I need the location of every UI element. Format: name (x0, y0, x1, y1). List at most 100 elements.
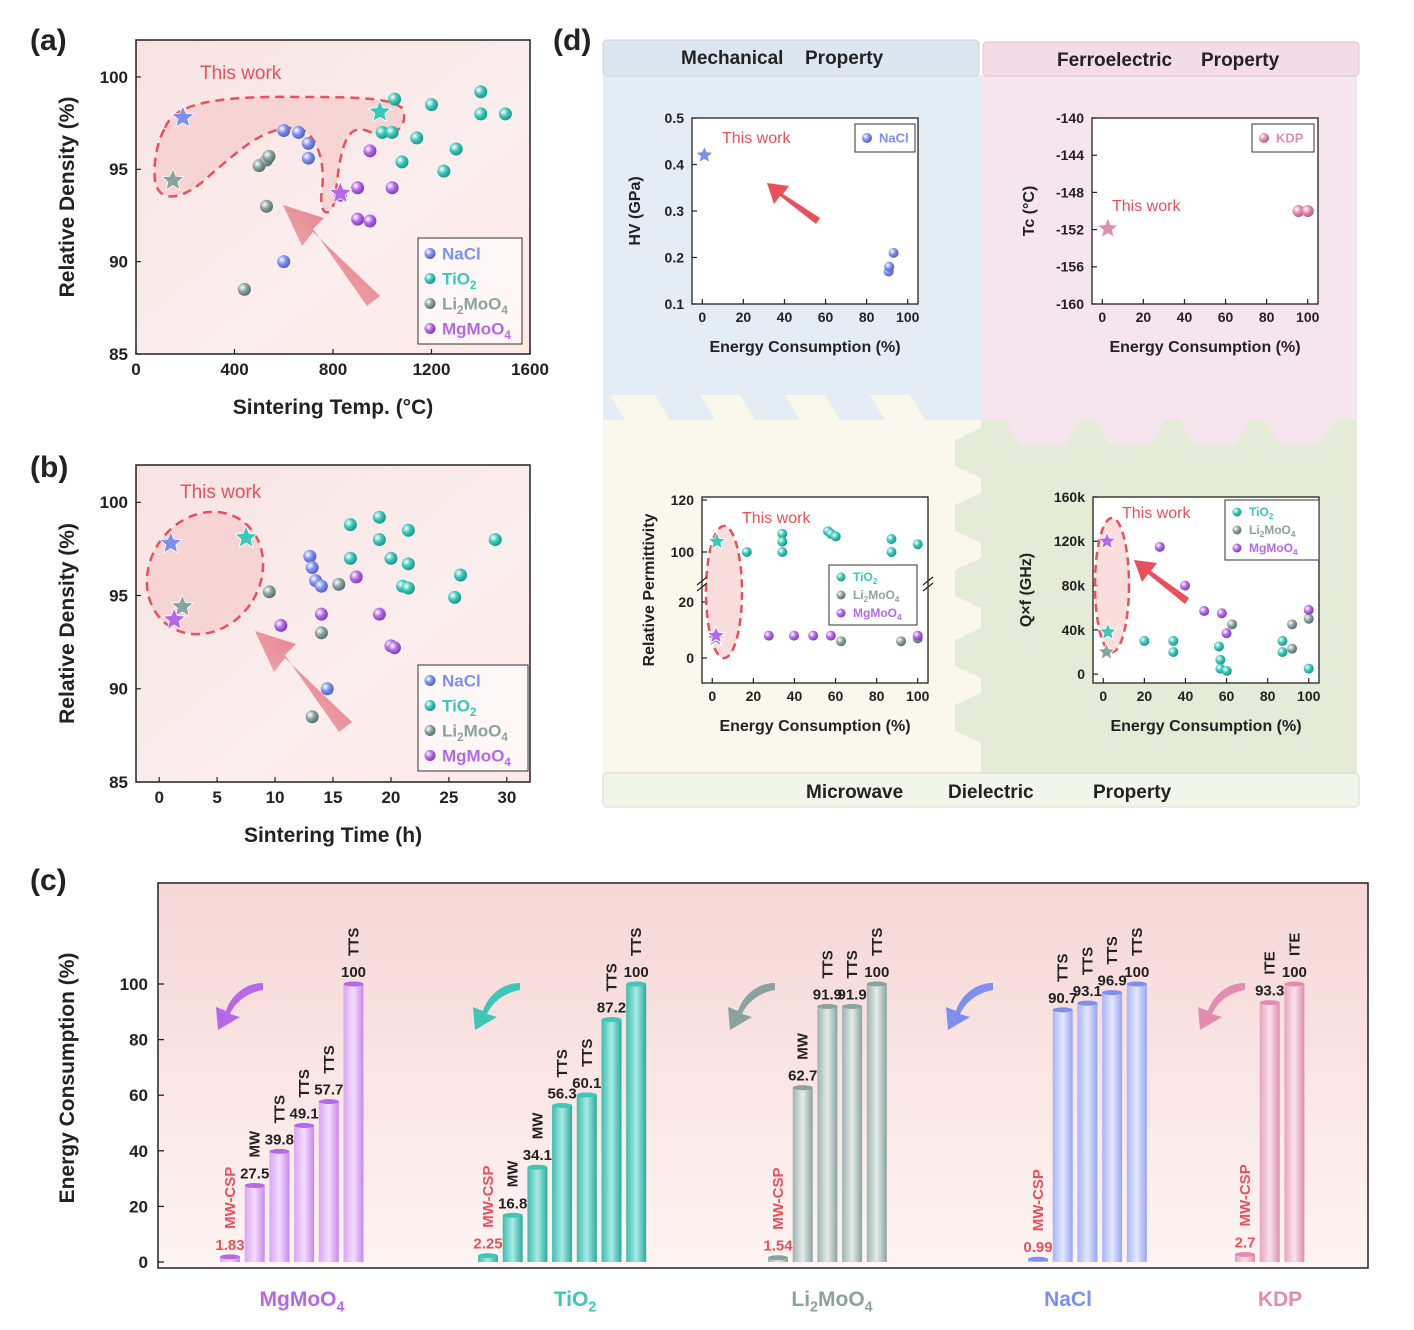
y-tick-label: -144 (1056, 147, 1084, 163)
y-tick-label: 20 (678, 594, 694, 610)
bar-value-label: 57.7 (314, 1082, 343, 1099)
point-MgMoO4 (912, 630, 923, 641)
point-NaCl (277, 124, 291, 138)
point-MgMoO4 (808, 630, 819, 641)
bar-value-label: 100 (864, 964, 889, 981)
y-axis-label: Tc (°C) (1021, 186, 1038, 237)
point-TiO2 (1303, 663, 1314, 674)
point-KDP (1292, 205, 1305, 217)
y-tick-label: 40 (129, 1142, 148, 1161)
legend-marker-TiO2 (1232, 507, 1242, 517)
bar-MgMoO4 (269, 1151, 290, 1262)
point-Li2MoO4 (1287, 643, 1298, 654)
this-work-star-MgMoO4 (706, 625, 726, 644)
bar-method-label: TTS (296, 1069, 313, 1097)
x-tick-label: 0 (131, 360, 140, 379)
legend-marker-MgMoO4 (424, 750, 436, 761)
bar-cap (768, 1255, 788, 1261)
point-TiO2 (425, 98, 438, 112)
y-tick-label: 80k (1062, 577, 1086, 593)
x-tick-label: 0 (1098, 309, 1106, 325)
panel-a-scatter: 0 400 800 1200 1600 85 90 95 100 Sintering Temp. … (56, 39, 549, 419)
point-MgMoO4 (763, 630, 774, 641)
bar-NaCl (1077, 1003, 1098, 1262)
bar-method-label: TTS (271, 1095, 288, 1123)
bar-value-label: 96.9 (1097, 973, 1126, 990)
point-MgMoO4 (825, 630, 836, 641)
point-Li2MoO4 (262, 149, 276, 163)
x-tick-label: 100 (1297, 688, 1321, 704)
y-tick-label: -152 (1056, 222, 1084, 238)
x-tick-label: 5 (212, 788, 221, 807)
point-Li2MoO4 (1287, 619, 1298, 630)
y-tick-label: 0.5 (665, 110, 685, 126)
trend-arrow (255, 631, 352, 732)
bar-value-label: 56.3 (547, 1085, 576, 1102)
bar-cap (478, 1253, 498, 1259)
legend-label-Li2MoO4: Li2​MoO4​ (1249, 523, 1296, 539)
y-tick-label: 95 (109, 160, 128, 179)
point-TiO2 (1277, 647, 1288, 657)
legend-label-Li2MoO4: Li2​MoO4​ (442, 721, 508, 743)
point-TiO2 (474, 107, 488, 121)
legend-marker-NaCl (424, 675, 436, 686)
legend-label-MgMoO4: MgMoO4​ (442, 746, 511, 768)
legend-label-MgMoO4: MgMoO4​ (442, 319, 511, 341)
y-axis-label: Relative Density (%) (56, 523, 79, 724)
y-tick-label: 20 (129, 1197, 148, 1216)
point-TiO2 (1277, 635, 1288, 646)
x-tick-label: 80 (1259, 309, 1275, 325)
bar-cap (792, 1085, 813, 1091)
bar-NaCl (1126, 984, 1147, 1262)
x-axis-label: Sintering Time (h) (244, 824, 422, 847)
y-tick-label: 95 (109, 586, 128, 605)
bar-method-label: TTS (554, 1049, 571, 1077)
bar-value-label: 0.99 (1023, 1239, 1052, 1256)
microwave-banner-word1: Microwave (806, 782, 903, 803)
point-TiO2 (777, 536, 788, 547)
bar-value-label: 87.2 (597, 1000, 626, 1017)
x-tick-label: 60 (818, 309, 834, 325)
point-Li2MoO4 (237, 282, 251, 296)
point-MgMoO4 (1221, 628, 1232, 639)
point-TiO2 (1139, 635, 1150, 646)
bar-TiO2 (601, 1019, 622, 1262)
this-work-star-Li2MoO4 (170, 593, 195, 618)
axis-break-left (696, 576, 708, 592)
legend-marker-TiO2 (424, 700, 436, 711)
x-tick-label: 20 (1136, 309, 1152, 325)
point-MgMoO4 (387, 641, 401, 655)
bar-value-label: 91.9 (837, 987, 866, 1004)
x-tick-label: 60 (1219, 688, 1235, 704)
point-NaCl (888, 247, 899, 258)
bar-value-label: 2.25 (473, 1236, 502, 1253)
point-NaCl (305, 561, 319, 575)
legend-marker-NaCl (424, 248, 436, 259)
legend-label-NaCl: NaCl (442, 244, 481, 263)
x-tick-label: 0 (698, 309, 706, 325)
bar-cap (842, 1004, 863, 1010)
point-TiO2 (401, 523, 415, 537)
this-work-star-TiO2 (234, 524, 259, 549)
point-NaCl (301, 136, 315, 150)
trend-arrow-MgMoO4 (216, 983, 263, 1030)
panel-c-bars: 0 20 40 60 80 100 Energy Consumption (%) 1.83 MW… (56, 882, 1369, 1315)
legend-marker-MgMoO4 (836, 608, 846, 618)
y-tick-label: 85 (109, 345, 128, 364)
point-TiO2 (372, 510, 386, 524)
legend-marker-NaCl (862, 133, 872, 143)
point-TiO2 (343, 518, 357, 532)
axis-break-right (922, 576, 934, 592)
puzzle-notches-middle (955, 428, 981, 743)
group-label-MgMoO4: MgMoO4​ (260, 1288, 345, 1315)
point-TiO2 (448, 590, 462, 604)
bar-TiO2 (626, 984, 647, 1262)
legend-marker-Li2MoO4 (1232, 525, 1242, 535)
y-tick-label: 0 (686, 650, 694, 666)
point-TiO2 (1221, 665, 1232, 676)
trend-arrow-Li2MoO4 (728, 983, 775, 1030)
mechanical-banner (602, 39, 980, 77)
bar-cap (220, 1254, 240, 1260)
group-label-NaCl: NaCl (1044, 1288, 1092, 1311)
y-axis-label: Relative Density (%) (56, 97, 79, 298)
